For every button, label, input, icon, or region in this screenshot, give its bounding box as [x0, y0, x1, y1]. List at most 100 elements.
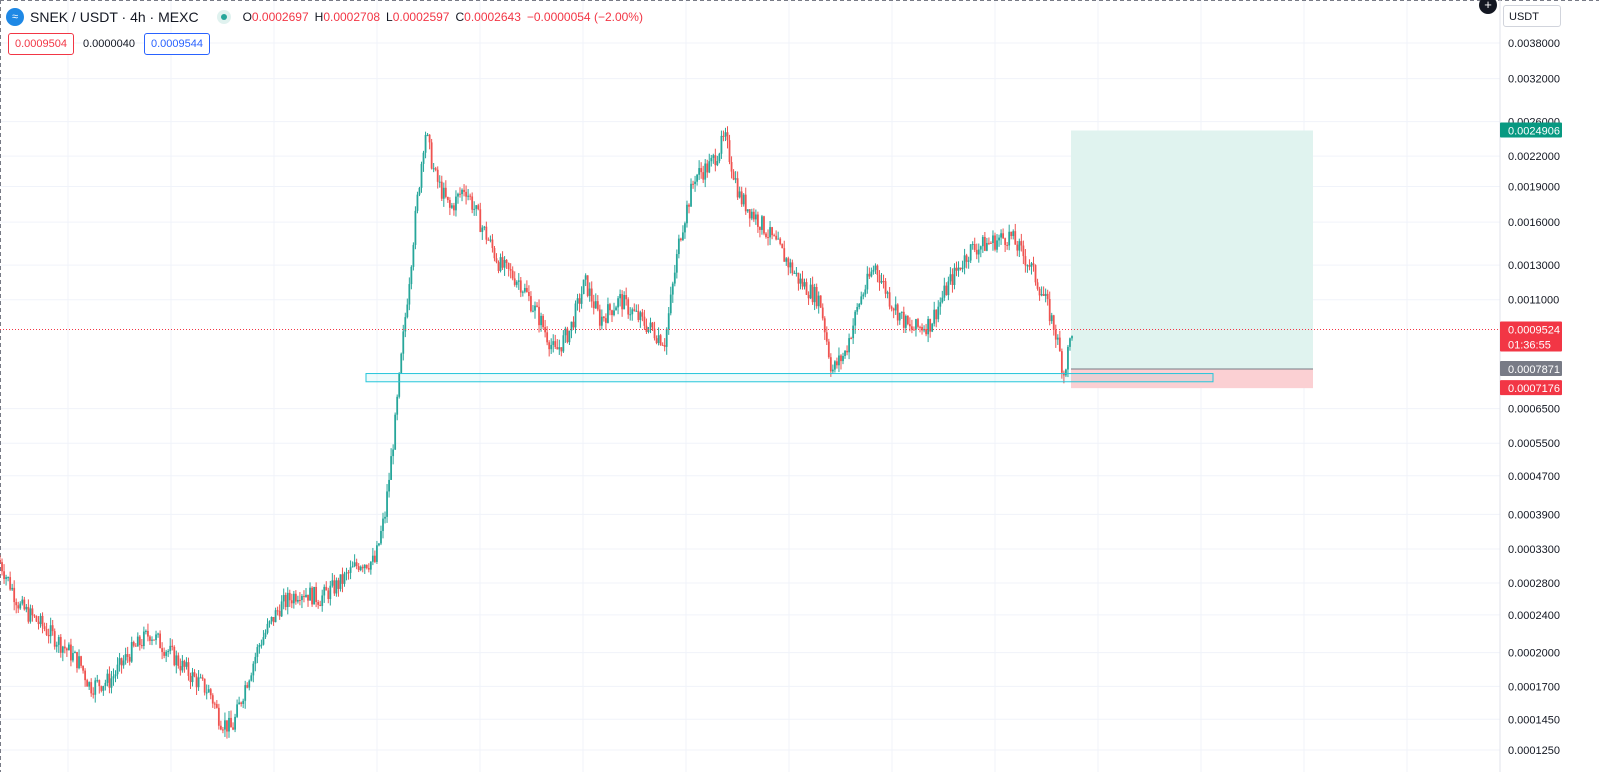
candle: [248, 679, 251, 691]
candle: [975, 243, 978, 260]
symbol-title[interactable]: SNEK / USDT · 4h · MEXC: [30, 9, 199, 25]
candle: [876, 264, 879, 283]
candle: [165, 649, 168, 663]
candle: [1046, 289, 1049, 306]
candle: [252, 661, 255, 683]
candle: [576, 293, 579, 311]
candle: [189, 672, 192, 690]
candle: [726, 126, 729, 149]
candle: [240, 701, 243, 707]
candle: [538, 299, 540, 333]
candle: [880, 273, 883, 284]
ohlc-high: H0.0002708: [314, 10, 381, 24]
candle: [414, 206, 417, 250]
candle: [88, 681, 91, 690]
candle: [205, 684, 208, 700]
candle: [457, 192, 459, 204]
axis-tick-label: 0.0003900: [1508, 509, 1560, 521]
candle: [185, 657, 188, 670]
candle: [846, 345, 848, 356]
candle: [625, 287, 628, 306]
candle: [497, 260, 500, 274]
price-label-target[interactable]: 0.0024906: [1500, 122, 1562, 138]
svg-text:0.0007176: 0.0007176: [1508, 383, 1560, 395]
candle: [647, 327, 650, 334]
candle: [568, 330, 571, 346]
price-axis[interactable]: 0.00380000.00320000.00260000.00220000.00…: [1500, 38, 1562, 757]
candle-countdown: 01:36:55: [1508, 340, 1551, 352]
candle: [485, 221, 488, 245]
candle: [455, 190, 457, 217]
candle: [659, 333, 662, 346]
candle: [1032, 256, 1035, 272]
candle: [1056, 334, 1059, 346]
candle: [1016, 240, 1019, 257]
candle: [380, 525, 382, 546]
candle: [793, 270, 796, 274]
axis-tick-label: 0.0032000: [1508, 74, 1560, 86]
candle: [641, 308, 644, 322]
candle: [908, 317, 911, 332]
candle: [136, 632, 139, 647]
candle: [299, 592, 301, 606]
candle: [323, 584, 326, 603]
candle: [325, 581, 328, 591]
sell-price-button[interactable]: 0.0009504: [8, 33, 74, 55]
candle: [301, 594, 303, 609]
candle: [584, 273, 587, 287]
candle: [635, 304, 638, 312]
candle: [195, 673, 198, 695]
candle: [329, 580, 332, 606]
position-zones: [1071, 130, 1313, 389]
candle: [422, 150, 425, 172]
candle: [187, 657, 190, 681]
price-label-current[interactable]: 0.0009524 01:36:55: [1500, 321, 1562, 352]
profit-zone[interactable]: [1071, 130, 1313, 369]
candle: [623, 291, 626, 310]
candle: [1000, 229, 1002, 245]
candle: [1038, 286, 1041, 301]
candle: [396, 394, 399, 421]
candle: [586, 275, 589, 298]
candle: [294, 590, 297, 605]
candle: [67, 642, 70, 651]
candle: [619, 289, 621, 307]
candle: [754, 209, 757, 225]
candle: [305, 587, 307, 598]
candle: [552, 334, 555, 353]
candle: [163, 647, 166, 659]
candle: [854, 310, 857, 334]
candle: [45, 622, 48, 637]
price-label-stop[interactable]: 0.0007176: [1500, 380, 1562, 396]
candle: [153, 639, 155, 641]
add-plus-icon[interactable]: +: [1479, 0, 1497, 14]
candle: [448, 197, 451, 216]
currency-button[interactable]: USDT: [1503, 5, 1561, 27]
candle: [483, 225, 486, 231]
candle: [21, 595, 24, 606]
candle: [651, 321, 654, 331]
candle: [574, 300, 577, 334]
candle: [367, 563, 370, 573]
buy-price-button[interactable]: 0.0009544: [144, 33, 210, 55]
candle: [140, 639, 143, 649]
candle: [76, 651, 78, 673]
candle: [159, 630, 161, 649]
support-zone-box[interactable]: [365, 373, 1214, 383]
candle: [453, 202, 455, 216]
candle: [996, 234, 998, 253]
candle: [961, 260, 964, 273]
candle: [858, 302, 861, 310]
candle: [177, 652, 180, 669]
candle: [688, 203, 690, 214]
candle: [949, 267, 952, 285]
candle: [937, 300, 940, 323]
candle: [86, 678, 89, 687]
candle: [517, 273, 520, 290]
price-label-entry[interactable]: 0.0007871: [1500, 360, 1562, 376]
candle: [0, 555, 1, 564]
candle: [335, 577, 338, 597]
candle: [523, 283, 526, 294]
